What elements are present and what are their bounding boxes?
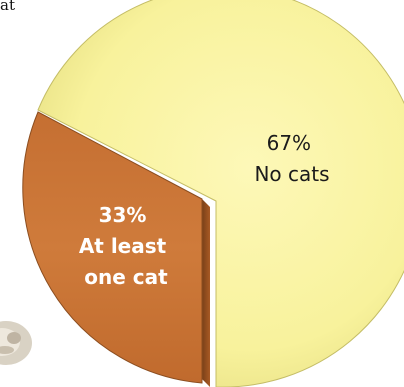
pie-slice-no-cats: [37, 0, 404, 387]
corner-text: at: [0, 0, 15, 14]
label-one-cat-line2: one cat: [84, 265, 168, 289]
label-no-cats: 67% No cats: [254, 131, 329, 186]
pie-slice-one-cat: [22, 111, 203, 384]
label-one-cat: 33% At least one cat: [79, 203, 173, 289]
label-no-cats-percent: 67%: [267, 131, 311, 155]
label-no-cats-text: No cats: [254, 162, 329, 186]
label-one-cat-line1: At least: [79, 234, 167, 258]
cat-photo-icon: [0, 321, 32, 365]
label-one-cat-percent: 33%: [99, 203, 147, 227]
pie-slice-one-cat-edge: [202, 199, 210, 387]
